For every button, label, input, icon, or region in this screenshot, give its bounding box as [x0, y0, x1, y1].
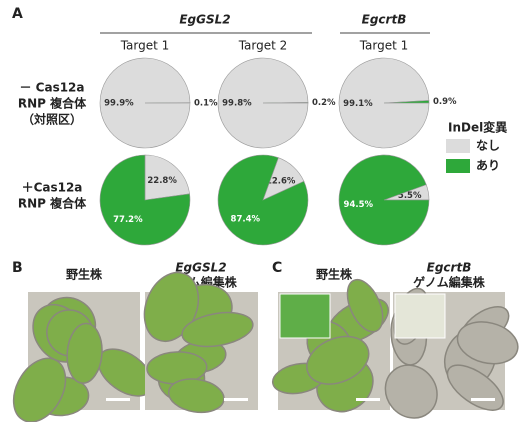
- panel-label: B: [12, 260, 23, 276]
- cell: [306, 335, 370, 385]
- pie-slice: [383, 100, 430, 104]
- scale-bar: [224, 398, 248, 401]
- pie-slice: [217, 154, 309, 246]
- legend-title: InDel変異: [448, 120, 507, 135]
- cell: [384, 364, 438, 419]
- pie-slice: [144, 154, 190, 201]
- row-label: RNP 複合体: [18, 196, 87, 211]
- value-label: 99.1%: [343, 99, 373, 109]
- legend-label: なし: [476, 139, 500, 153]
- caption: 野生株: [316, 267, 353, 282]
- value-label: 94.5%: [344, 200, 374, 210]
- pie-slice: [338, 154, 430, 246]
- micrographs: [12, 271, 519, 422]
- value-label: 77.2%: [113, 215, 143, 225]
- cell: [456, 321, 519, 365]
- caption: EgcrtB: [427, 261, 472, 275]
- flask-inset: [394, 293, 446, 339]
- cell: [66, 322, 103, 384]
- group-name: EgcrtB: [362, 13, 407, 27]
- legend-label: あり: [476, 159, 500, 173]
- target-label: Target 1: [120, 39, 170, 53]
- row-label: RNP 複合体: [18, 96, 87, 111]
- row-label: ＋Cas12a: [22, 181, 83, 195]
- row-label: （対照区）: [22, 112, 82, 127]
- pie-slice: [262, 102, 309, 104]
- value-label: 87.4%: [231, 215, 261, 225]
- cell: [181, 311, 254, 348]
- target-label: Target 2: [238, 39, 288, 53]
- value-label: 0.1%: [194, 98, 218, 108]
- flask-inset: [279, 293, 331, 339]
- caption: 野生株: [66, 267, 103, 282]
- row-label: － Cas12a: [19, 81, 84, 95]
- legend-swatch: [446, 159, 470, 173]
- cell: [143, 271, 200, 343]
- group-name: EgGSL2: [179, 13, 230, 27]
- scale-bar: [356, 398, 380, 401]
- value-label: 99.8%: [222, 99, 252, 109]
- value-label: 0.9%: [433, 97, 457, 107]
- cell: [167, 378, 225, 414]
- legend-swatch: [446, 139, 470, 153]
- caption: ゲノム編集株: [413, 275, 486, 290]
- panel-label: C: [272, 260, 282, 276]
- value-label: 12.6%: [266, 176, 296, 186]
- panel-label: A: [12, 6, 23, 22]
- value-label: 22.8%: [147, 176, 177, 186]
- value-label: 0.2%: [312, 98, 336, 108]
- cell: [346, 278, 384, 333]
- scale-bar: [106, 398, 130, 401]
- value-label: 99.9%: [104, 99, 134, 109]
- scale-bar: [471, 398, 495, 401]
- target-label: Target 1: [359, 39, 409, 53]
- value-label: 5.5%: [398, 191, 422, 201]
- pie-slice: [99, 154, 191, 246]
- caption: EgGSL2: [175, 261, 226, 275]
